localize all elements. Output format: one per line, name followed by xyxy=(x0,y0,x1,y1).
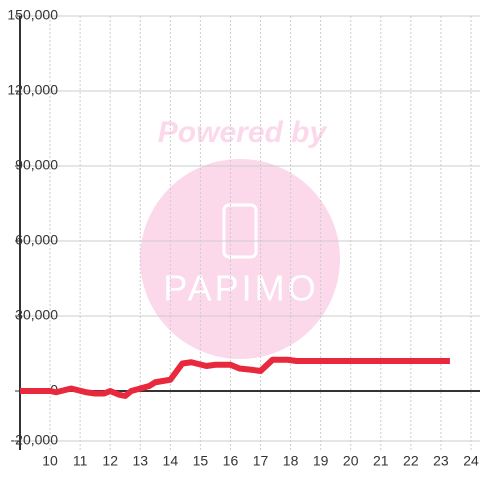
x-tick-label: 18 xyxy=(283,453,299,469)
y-tick-label: 120,000 xyxy=(7,82,58,98)
watermark-text: Powered by xyxy=(158,116,328,149)
x-tick-label: 24 xyxy=(463,453,479,469)
x-tick-label: 14 xyxy=(163,453,179,469)
x-tick-label: 21 xyxy=(373,453,389,469)
y-tick-label: -20,000 xyxy=(11,432,59,448)
y-tick-label: 60,000 xyxy=(15,232,58,248)
x-tick-label: 12 xyxy=(102,453,118,469)
y-tick-label: 90,000 xyxy=(15,157,58,173)
x-tick-label: 22 xyxy=(403,453,419,469)
x-tick-label: 23 xyxy=(433,453,449,469)
x-tick-label: 15 xyxy=(193,453,209,469)
watermark-circle xyxy=(140,159,340,359)
x-tick-label: 16 xyxy=(223,453,239,469)
watermark-icon xyxy=(222,203,258,259)
x-tick-label: 17 xyxy=(253,453,269,469)
x-tick-label: 13 xyxy=(132,453,148,469)
watermark-logo: PAPIMO xyxy=(163,268,318,309)
line xyxy=(20,356,450,399)
y-tick-label: 30,000 xyxy=(15,307,58,323)
x-tick-label: 20 xyxy=(343,453,359,469)
y-tick-label: 150,000 xyxy=(7,7,58,23)
x-tick-label: 19 xyxy=(313,453,329,469)
x-tick-label: 11 xyxy=(73,453,88,469)
x-tick-label: 10 xyxy=(42,453,58,469)
